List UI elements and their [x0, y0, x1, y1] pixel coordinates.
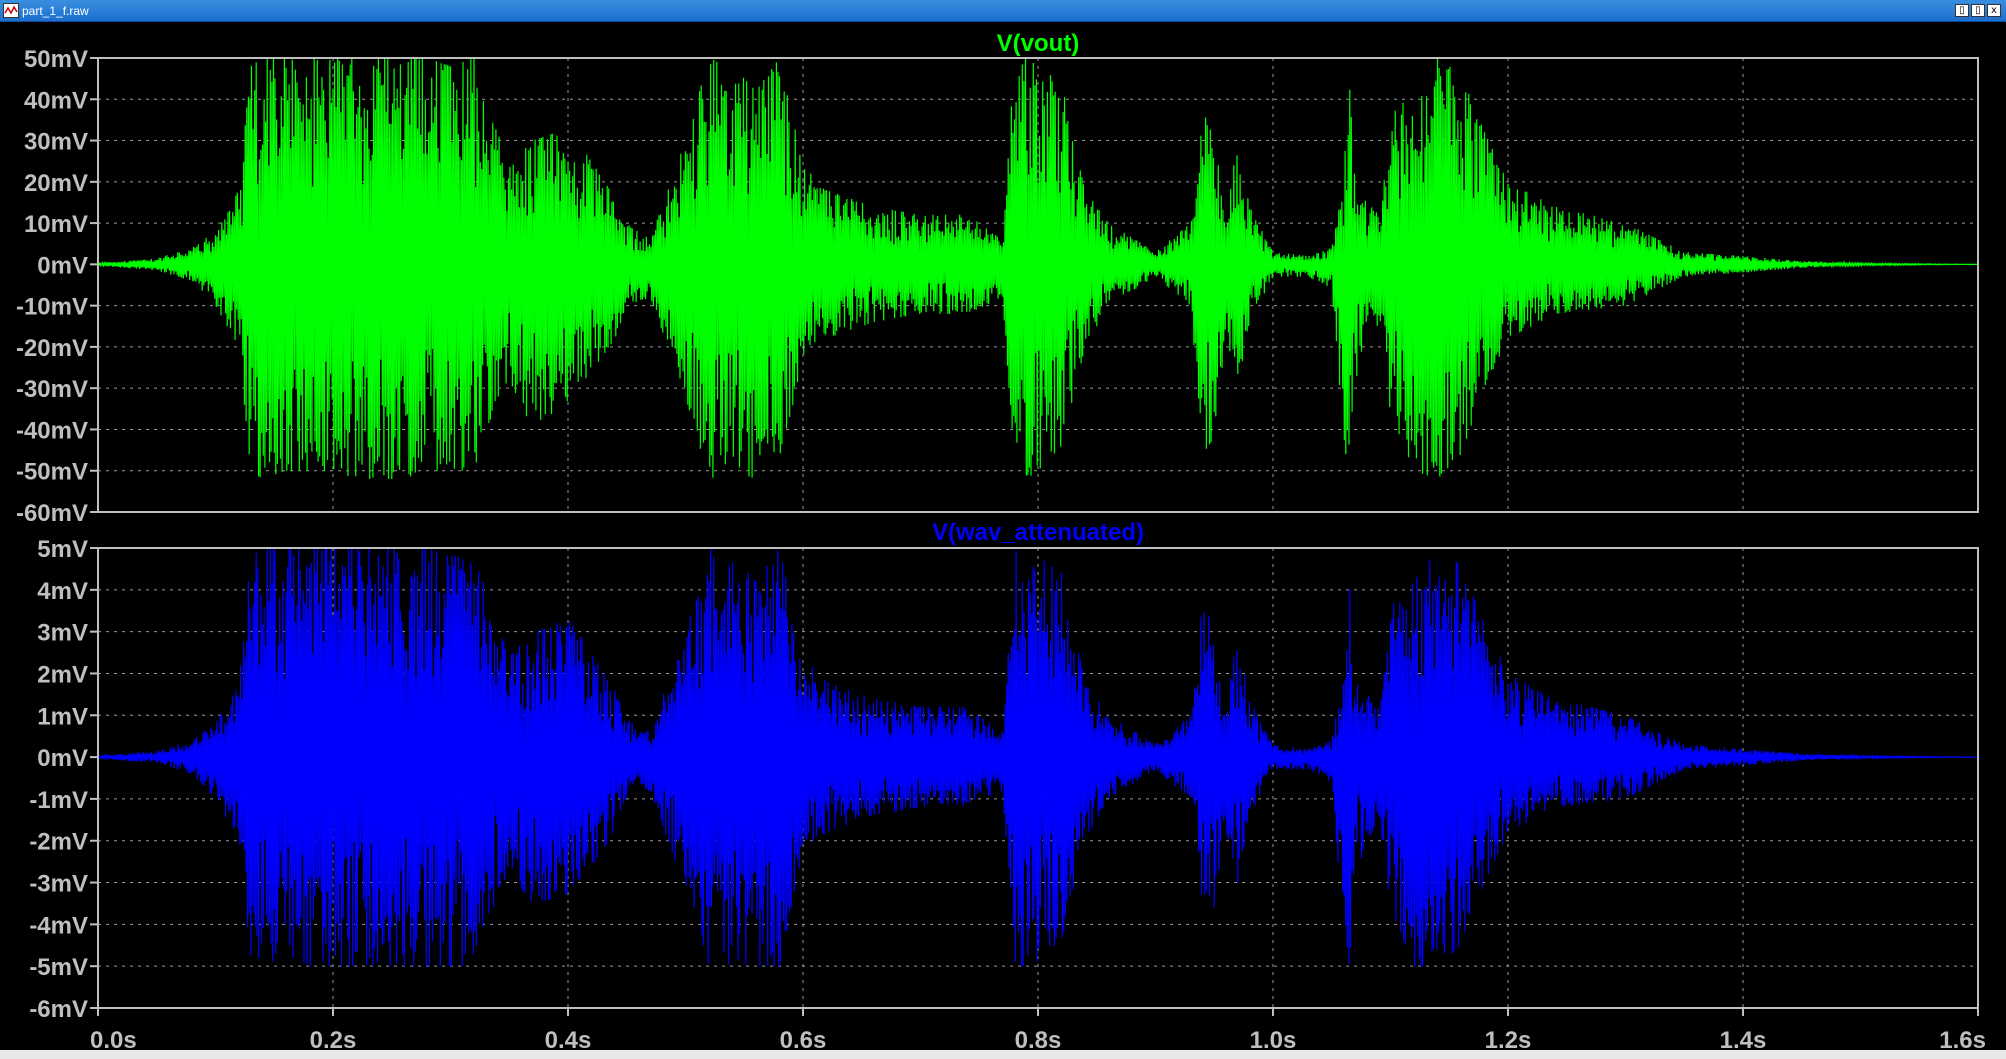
series-line-2 [97, 547, 1978, 967]
x-tick-label: 0.2s [310, 1027, 357, 1054]
x-tick-label: 0.0s [90, 1027, 137, 1054]
y-tick-label: 1mV [37, 703, 88, 730]
y-tick-label: -6mV [29, 996, 88, 1023]
y-tick-label: 0mV [37, 745, 88, 772]
y-tick-label: -1mV [29, 787, 88, 814]
trace-title: V(wav_attenuated) [932, 519, 1144, 546]
y-tick-label: 2mV [37, 661, 88, 688]
maximize-button[interactable]: ▯ [1971, 4, 1985, 17]
y-tick-label: -30mV [16, 376, 88, 403]
y-tick-label: -50mV [16, 459, 88, 486]
y-tick-label: 3mV [37, 620, 88, 647]
window-titlebar[interactable]: part_1_f.raw ▯ ▯ x [0, 0, 2006, 22]
y-tick-label: -60mV [16, 500, 88, 527]
y-tick-label: 10mV [24, 211, 88, 238]
x-tick-label: 0.8s [1015, 1027, 1062, 1054]
chart-panel-2: 5mV 4mV 3mV 2mV 1mV 0mV -1mV -2mV -3mV -4mV -5mV -6… [29, 519, 1986, 1054]
y-tick-label: -10mV [16, 294, 88, 321]
y-tick-label: -4mV [29, 912, 88, 939]
chart-panel-1: 50mV 40mV 30mV 20mV 10mV 0mV -10mV -20mV -30mV -4… [16, 30, 1979, 527]
y-tick-label: -2mV [29, 829, 88, 856]
y-tick-label: 5mV [37, 536, 88, 563]
x-tick-label: 1.6s [1939, 1027, 1986, 1054]
waveform-plots[interactable]: 50mV 40mV 30mV 20mV 10mV 0mV -10mV -20mV -30mV -4… [0, 22, 2006, 1059]
close-button[interactable]: x [1987, 4, 2001, 17]
y-tick-label: 50mV [24, 46, 88, 73]
x-tick-label: 1.4s [1720, 1027, 1767, 1054]
waveform-app-icon [3, 3, 19, 18]
series-line-1 [97, 57, 1978, 480]
y-tick-label: -20mV [16, 335, 88, 362]
plot-frame [97, 57, 1979, 513]
x-tick-label: 0.6s [780, 1027, 827, 1054]
x-tick-label: 0.4s [545, 1027, 592, 1054]
y-tick-label: 0mV [37, 252, 88, 279]
x-tick-label: 1.2s [1485, 1027, 1532, 1054]
y-tick-label: 4mV [37, 578, 88, 605]
trace-title: V(vout) [997, 30, 1080, 57]
y-tick-label: -3mV [29, 871, 88, 898]
y-tick-label: 30mV [24, 129, 88, 156]
y-tick-label: -5mV [29, 954, 88, 981]
x-tick-label: 1.0s [1250, 1027, 1297, 1054]
window-title: part_1_f.raw [22, 4, 89, 18]
window-bottom-border [0, 1050, 2006, 1059]
waveform-viewer[interactable]: 50mV 40mV 30mV 20mV 10mV 0mV -10mV -20mV -30mV -4… [0, 22, 2006, 1059]
y-tick-label: 40mV [24, 87, 88, 114]
y-tick-label: 20mV [24, 170, 88, 197]
minimize-button[interactable]: ▯ [1955, 4, 1969, 17]
y-tick-label: -40mV [16, 417, 88, 444]
